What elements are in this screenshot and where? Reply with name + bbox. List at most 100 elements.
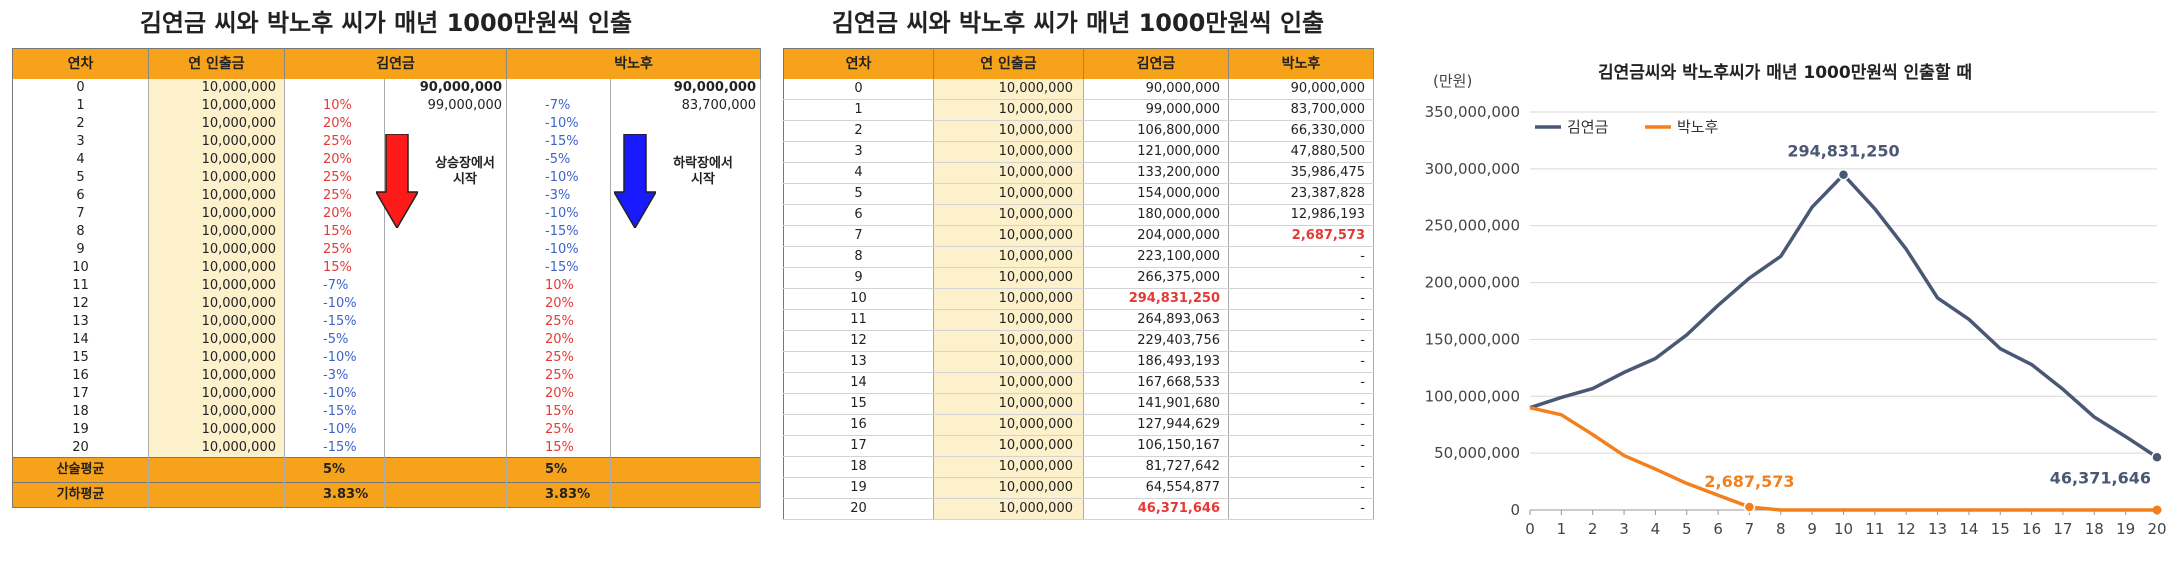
table1-cell-year: 9 (12, 241, 149, 259)
table2-cell-withdraw: 10,000,000 (933, 267, 1084, 289)
legend-label: 박노후 (1677, 118, 1719, 136)
table1-cell-withdraw: 10,000,000 (148, 97, 285, 115)
table1-footer-kim: 5% (284, 457, 385, 483)
table2-cell-kim: 204,000,000 (1083, 225, 1229, 247)
table1-cell-year: 13 (12, 313, 149, 331)
table2-cell-year: 17 (783, 435, 934, 457)
table1-cell-withdraw: 10,000,000 (148, 421, 285, 439)
table2-row: 5 10,000,000 154,000,000 23,387,828 (783, 183, 1374, 205)
table1-cell-kim-return (284, 79, 385, 97)
table2-cell-kim: 127,944,629 (1083, 414, 1229, 436)
data-point-marker (1743, 501, 1756, 513)
y-tick-label: 0 (1510, 501, 1520, 519)
x-tick-label: 14 (1959, 520, 1978, 538)
x-tick-label: 5 (1682, 520, 1692, 538)
table2-cell-year: 1 (783, 99, 934, 121)
table1-cell-kim-balance (384, 331, 508, 349)
table1-cell-park-return: -5% (506, 151, 612, 169)
table2-cell-kim: 121,000,000 (1083, 141, 1229, 163)
table1-cell-withdraw: 10,000,000 (148, 223, 285, 241)
x-tick-label: 0 (1525, 520, 1535, 538)
series-line-park (1529, 405, 2157, 512)
table1-cell-park-balance (610, 349, 762, 367)
table2-cell-year: 18 (783, 456, 934, 478)
table2-cell-withdraw: 10,000,000 (933, 288, 1084, 310)
table2-cell-withdraw: 10,000,000 (933, 372, 1084, 394)
y-tick-label: 300,000,000 (1425, 160, 1520, 178)
table2-header-kim: 김연금 (1083, 48, 1229, 79)
table2-cell-year: 6 (783, 204, 934, 226)
table1-cell-park-balance (610, 223, 762, 241)
table1-footer-empty (148, 457, 285, 483)
table1-cell-withdraw: 10,000,000 (148, 439, 285, 458)
table2-cell-year: 13 (783, 351, 934, 373)
table1-cell-kim-return: 15% (284, 223, 385, 241)
x-tick-label: 17 (2053, 520, 2072, 538)
table1-cell-park-return: -15% (506, 259, 612, 277)
table2-cell-park: - (1228, 267, 1374, 289)
table1-cell-kim-return: -15% (284, 439, 385, 458)
table1-cell-withdraw: 10,000,000 (148, 259, 285, 277)
table2-cell-kim: 106,800,000 (1083, 120, 1229, 142)
table2-cell-park: 12,986,193 (1228, 204, 1374, 226)
table1-cell-kim-return: 15% (284, 259, 385, 277)
y-tick-label: 200,000,000 (1425, 274, 1520, 292)
x-tick-label: 8 (1776, 520, 1786, 538)
table2-row: 3 10,000,000 121,000,000 47,880,500 (783, 141, 1374, 163)
table1-header-row: 연차 연 인출금 김연금 박노후 (12, 48, 762, 79)
table1-header-kim: 김연금 (284, 48, 508, 79)
table2-cell-park: - (1228, 351, 1374, 373)
table2-cell-park: 83,700,000 (1228, 99, 1374, 121)
arrow-down-blue-icon (614, 134, 656, 228)
table2-cell-year: 12 (783, 330, 934, 352)
table1-cell-kim-return: 20% (284, 115, 385, 133)
table2-row: 17 10,000,000 106,150,167- (783, 435, 1374, 457)
table2-cell-kim: 46,371,646 (1083, 498, 1229, 520)
table1-cell-kim-balance (384, 151, 508, 169)
data-label: 46,371,646 (2050, 468, 2151, 487)
table2-cell-kim: 154,000,000 (1083, 183, 1229, 205)
table1-cell-park-return: 25% (506, 367, 612, 385)
table2-cell-withdraw: 10,000,000 (933, 141, 1084, 163)
table2-cell-kim: 180,000,000 (1083, 204, 1229, 226)
x-tick-label: 19 (2116, 520, 2135, 538)
table1-row: 19 10,000,000 -10% 25% (12, 421, 762, 439)
table1-cell-park-balance (610, 115, 762, 133)
table1-cell-park-balance (610, 169, 762, 187)
table1-footer-empty (384, 482, 508, 508)
table1-cell-kim-balance (384, 403, 508, 421)
table1-cell-kim-return: -10% (284, 295, 385, 313)
table2-row: 18 10,000,000 81,727,642- (783, 456, 1374, 478)
table2-title: 김연금 씨와 박노후 씨가 매년 1000만원씩 인출 (831, 9, 1325, 37)
table1-footer-park: 3.83% (506, 482, 612, 508)
data-point-marker (2151, 451, 2163, 464)
table1-cell-kim-balance (384, 133, 508, 151)
x-tick-label: 3 (1619, 520, 1629, 538)
table2-cell-kim: 229,403,756 (1083, 330, 1229, 352)
table2-row: 2 10,000,000 106,800,000 66,330,000 (783, 120, 1374, 142)
table1-cell-kim-return: 25% (284, 133, 385, 151)
table1-cell-year: 5 (12, 169, 149, 187)
table1-row: 1 10,000,000 10% 99,000,000 -7% 83,700,000 (12, 97, 762, 115)
table2-row: 15 10,000,000 141,901,680- (783, 393, 1374, 415)
table1-cell-park-balance (610, 331, 762, 349)
table1-row: 9 10,000,000 25% -10% (12, 241, 762, 259)
table1-cell-park-return: -7% (506, 97, 612, 115)
x-tick-label: 2 (1588, 520, 1598, 538)
table2-cell-year: 2 (783, 120, 934, 142)
table1-cell-withdraw: 10,000,000 (148, 367, 285, 385)
table1-cell-park-balance (610, 205, 762, 223)
table2-cell-withdraw: 10,000,000 (933, 351, 1084, 373)
table1-cell-park-return: 25% (506, 349, 612, 367)
table2-cell-kim: 141,901,680 (1083, 393, 1229, 415)
table1-cell-park-balance (610, 151, 762, 169)
table1-cell-park-balance (610, 313, 762, 331)
x-tick-label: 4 (1651, 520, 1661, 538)
x-tick-label: 15 (1991, 520, 2010, 538)
table1-cell-park-return: -15% (506, 133, 612, 151)
table2-cell-kim: 186,493,193 (1083, 351, 1229, 373)
table2-row: 20 10,000,000 46,371,646- (783, 498, 1374, 520)
table2-row: 12 10,000,000 229,403,756- (783, 330, 1374, 352)
table2-cell-withdraw: 10,000,000 (933, 435, 1084, 457)
table1-cell-kim-return: 20% (284, 205, 385, 223)
